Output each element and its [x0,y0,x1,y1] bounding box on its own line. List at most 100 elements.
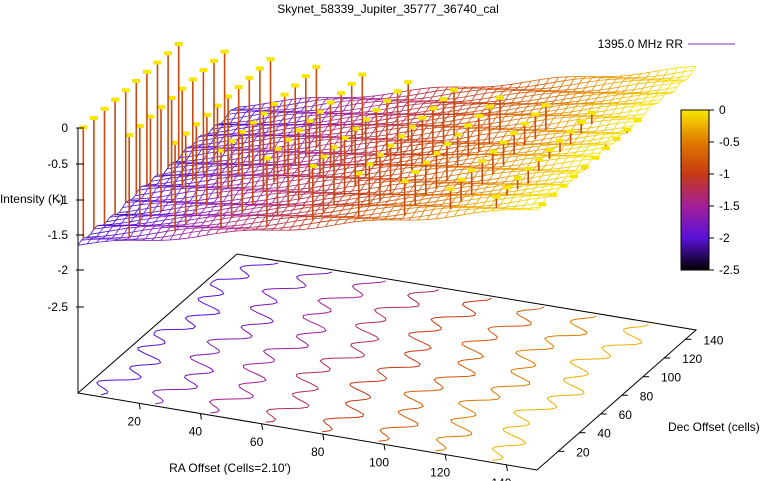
mesh-line [529,161,540,164]
mesh-line [176,165,186,168]
mesh-line [371,218,376,221]
mesh-line [406,196,416,199]
mesh-line [409,121,420,124]
mesh-line [483,170,488,176]
colorbar-tick-label: 0 [719,103,726,117]
mesh-line [511,164,521,167]
mesh-line [575,83,580,90]
mesh-line [505,98,515,101]
mesh-line [499,166,503,169]
mesh-line [368,155,373,160]
mesh-line [358,111,369,113]
mesh-line [472,208,477,214]
mesh-line [649,86,653,92]
mesh-line [612,97,622,100]
mesh-line [465,165,470,168]
mesh-line [178,233,183,240]
mesh-line [258,164,262,168]
mesh-line [544,182,554,185]
mesh-line [187,185,197,187]
mesh-line [518,86,528,88]
mesh-line [443,120,453,123]
mesh-line [493,154,497,156]
mesh-line [393,215,397,220]
mesh-line [208,186,213,189]
mesh-line [486,169,497,171]
mesh-line [516,104,521,109]
mesh-line [626,114,636,117]
mesh-line [664,68,669,75]
mesh-line [294,107,305,110]
mesh-line [463,141,468,144]
mesh-line [445,215,455,219]
mesh-line [572,156,577,162]
mesh-line [105,238,109,242]
mesh-line [547,114,551,117]
mesh-line [421,132,431,135]
mesh-line [543,137,553,140]
mesh-line [269,190,273,195]
mesh-line [197,170,207,173]
mesh-line [492,188,502,192]
mesh-line [198,194,203,201]
mesh-line [402,151,406,155]
mesh-line [537,134,547,137]
mesh-line [517,101,522,105]
mesh-line [302,183,307,190]
mesh-line [491,144,501,147]
mesh-line [300,173,311,176]
mesh-line [572,88,577,92]
mesh-line [511,160,516,167]
mesh-line [630,93,635,97]
mesh-line [249,166,259,169]
mesh-line [523,155,528,160]
mesh-line [366,208,376,212]
mesh-line [479,124,484,128]
mesh-line [390,137,395,141]
mesh-line [260,194,270,197]
mesh-line [568,116,573,122]
mesh-line [588,142,599,144]
mesh-line [556,105,561,111]
mesh-line [242,172,247,176]
mesh-line [339,191,343,194]
mesh-line [383,216,388,220]
mesh-line [194,221,205,224]
mesh-line [604,128,615,131]
mesh-line [179,225,183,228]
mesh-line [612,91,616,94]
mesh-line [288,226,293,231]
mesh-line [419,179,423,182]
mesh-line [162,189,173,192]
mesh-line [180,214,184,216]
mesh-line [373,172,378,178]
mesh-line [563,170,567,173]
mesh-line [318,176,323,179]
mesh-line [432,95,442,98]
mesh-line [458,128,468,130]
mesh-line [364,111,369,115]
mesh-line [103,223,113,226]
mesh-line [371,208,376,215]
mesh-line [366,124,371,129]
mesh-line [220,124,225,129]
mesh-line [499,85,504,89]
mesh-line [536,79,541,86]
mesh-line [556,114,560,117]
mesh-line [491,137,496,143]
mesh-line [655,70,660,77]
mesh-line [447,102,451,105]
mesh-line [118,215,129,217]
mesh-line [471,180,481,183]
mesh-line [341,203,346,206]
mesh-line [554,153,559,156]
mesh-line [570,83,580,86]
mesh-line [215,223,220,228]
mesh-line [451,206,455,209]
mesh-line [391,107,396,113]
mesh-line [484,154,488,157]
mesh-line [473,194,483,197]
mesh-line [574,103,579,108]
mesh-line [514,92,519,99]
mesh-line [326,215,330,218]
